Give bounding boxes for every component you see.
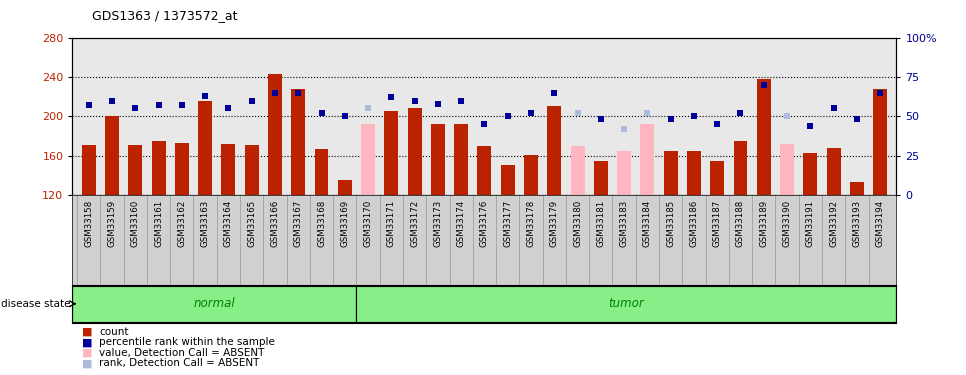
Bar bbox=[408, 108, 421, 195]
Text: percentile rank within the sample: percentile rank within the sample bbox=[99, 338, 275, 347]
Bar bbox=[431, 124, 445, 195]
Bar bbox=[292, 89, 305, 195]
Text: ■: ■ bbox=[82, 327, 93, 337]
Text: count: count bbox=[99, 327, 129, 337]
Text: GSM33168: GSM33168 bbox=[317, 200, 326, 247]
Text: GSM33189: GSM33189 bbox=[759, 200, 768, 247]
Text: GSM33165: GSM33165 bbox=[247, 200, 256, 247]
Text: GSM33160: GSM33160 bbox=[130, 200, 140, 247]
Bar bbox=[827, 148, 840, 195]
Text: GSM33193: GSM33193 bbox=[852, 200, 862, 247]
Bar bbox=[500, 165, 515, 195]
Bar bbox=[524, 154, 538, 195]
Bar bbox=[72, 286, 356, 322]
Bar bbox=[477, 146, 492, 195]
Text: GSM33177: GSM33177 bbox=[503, 200, 512, 247]
Text: GSM33190: GSM33190 bbox=[782, 200, 791, 247]
Bar bbox=[268, 74, 282, 195]
Bar bbox=[664, 151, 677, 195]
Bar bbox=[152, 141, 165, 195]
Bar bbox=[221, 144, 236, 195]
Text: GSM33163: GSM33163 bbox=[201, 200, 210, 247]
Text: GSM33174: GSM33174 bbox=[457, 200, 466, 247]
Bar bbox=[756, 79, 771, 195]
Text: GSM33164: GSM33164 bbox=[224, 200, 233, 247]
Bar bbox=[548, 106, 561, 195]
Bar bbox=[850, 182, 864, 195]
Text: GSM33176: GSM33176 bbox=[480, 200, 489, 247]
Bar bbox=[338, 180, 352, 195]
Bar bbox=[384, 111, 398, 195]
Bar bbox=[733, 141, 748, 195]
Bar bbox=[175, 143, 188, 195]
Text: GSM33158: GSM33158 bbox=[84, 200, 94, 247]
Text: GSM33178: GSM33178 bbox=[526, 200, 535, 247]
Text: GSM33188: GSM33188 bbox=[736, 200, 745, 247]
Text: GSM33169: GSM33169 bbox=[340, 200, 350, 247]
Text: value, Detection Call = ABSENT: value, Detection Call = ABSENT bbox=[99, 348, 265, 358]
Text: GSM33161: GSM33161 bbox=[154, 200, 163, 247]
Text: GSM33186: GSM33186 bbox=[690, 200, 698, 247]
Bar bbox=[315, 149, 328, 195]
Bar bbox=[640, 124, 654, 195]
Text: GSM33162: GSM33162 bbox=[178, 200, 186, 247]
Text: GSM33167: GSM33167 bbox=[294, 200, 302, 247]
Text: GSM33172: GSM33172 bbox=[411, 200, 419, 247]
Text: GSM33191: GSM33191 bbox=[806, 200, 815, 247]
Text: normal: normal bbox=[193, 297, 236, 310]
Text: ■: ■ bbox=[82, 338, 93, 347]
Bar bbox=[804, 153, 817, 195]
Bar bbox=[356, 286, 896, 322]
Text: GDS1363 / 1373572_at: GDS1363 / 1373572_at bbox=[92, 9, 238, 22]
Text: ■: ■ bbox=[82, 348, 93, 358]
Bar bbox=[198, 102, 213, 195]
Bar bbox=[244, 145, 259, 195]
Text: GSM33180: GSM33180 bbox=[573, 200, 582, 247]
Text: GSM33184: GSM33184 bbox=[643, 200, 652, 247]
Text: rank, Detection Call = ABSENT: rank, Detection Call = ABSENT bbox=[99, 358, 260, 368]
Bar bbox=[82, 145, 96, 195]
Bar bbox=[105, 116, 119, 195]
Bar bbox=[873, 89, 887, 195]
Bar bbox=[361, 124, 375, 195]
Text: GSM33171: GSM33171 bbox=[386, 200, 396, 247]
Text: GSM33179: GSM33179 bbox=[550, 200, 558, 247]
Text: GSM33194: GSM33194 bbox=[875, 200, 885, 247]
Bar bbox=[571, 146, 584, 195]
Bar bbox=[710, 160, 724, 195]
Bar bbox=[687, 151, 701, 195]
Text: GSM33159: GSM33159 bbox=[107, 200, 117, 247]
Text: GSM33181: GSM33181 bbox=[596, 200, 606, 247]
Text: disease state: disease state bbox=[1, 299, 71, 309]
Bar bbox=[781, 144, 794, 195]
Bar bbox=[454, 124, 469, 195]
Text: GSM33183: GSM33183 bbox=[619, 200, 629, 247]
Text: GSM33166: GSM33166 bbox=[270, 200, 279, 247]
Text: GSM33170: GSM33170 bbox=[363, 200, 373, 247]
Text: tumor: tumor bbox=[609, 297, 644, 310]
Text: GSM33173: GSM33173 bbox=[434, 200, 442, 247]
Text: GSM33185: GSM33185 bbox=[667, 200, 675, 247]
Bar bbox=[617, 151, 631, 195]
Text: GSM33187: GSM33187 bbox=[713, 200, 722, 247]
Bar bbox=[128, 145, 142, 195]
Text: GSM33192: GSM33192 bbox=[829, 200, 838, 247]
Text: ■: ■ bbox=[82, 358, 93, 368]
Bar bbox=[594, 160, 608, 195]
